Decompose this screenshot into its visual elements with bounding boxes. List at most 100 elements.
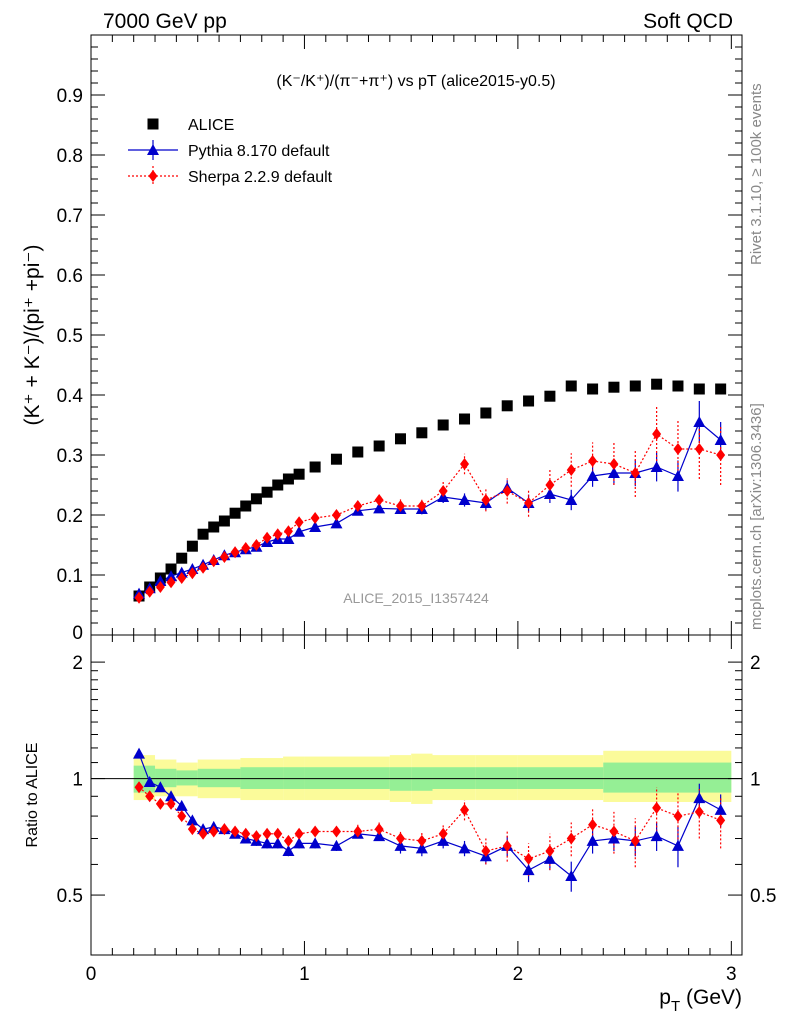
sherpa-ratio-point (262, 827, 272, 840)
alice-point (608, 381, 620, 393)
sherpa-point (566, 464, 576, 476)
sherpa-ratio-point (438, 827, 448, 840)
pythia-point (650, 461, 663, 472)
pythia-ratio-point (282, 844, 295, 856)
sherpa-point (294, 516, 304, 529)
sherpa-point (545, 479, 555, 491)
sherpa-ratio-point (545, 844, 555, 857)
sherpa-point (273, 528, 283, 541)
alice-point (165, 563, 177, 575)
sherpa-ratio-point (652, 801, 662, 814)
alice-point (693, 383, 705, 395)
sherpa-point (438, 485, 448, 497)
sherpa-point (417, 500, 427, 512)
sherpa-point (187, 567, 197, 580)
alice-point (651, 378, 663, 390)
uncertainty-band-inner (155, 768, 177, 788)
alice-point (523, 395, 535, 407)
legend-pythia-marker (147, 144, 159, 155)
sherpa-point (198, 561, 208, 574)
pythia-ratio-point (394, 839, 407, 851)
sherpa-point (353, 500, 363, 512)
sherpa-point (262, 531, 272, 544)
pythia-ratio-point (714, 803, 727, 815)
ratio-y-tick-label-right: 0.5 (750, 886, 776, 907)
alice-point (629, 380, 641, 392)
y-tick-label: 0.8 (57, 146, 83, 167)
y-tick-label: 0.6 (57, 266, 83, 287)
sherpa-point (481, 494, 491, 506)
rivet-label: Rivet 3.1.10, ≥ 100k events (748, 83, 765, 265)
pythia-point (607, 467, 620, 478)
header-right: Soft QCD (643, 10, 733, 33)
pythia-ratio-point (271, 837, 284, 849)
pythia-ratio-point (330, 839, 343, 851)
legend-alice-label: ALICE (188, 117, 234, 134)
alice-point (330, 453, 342, 465)
sherpa-ratio-point (187, 823, 197, 836)
sherpa-ratio-point (502, 839, 512, 852)
alice-point (352, 446, 364, 458)
pythia-ratio-point (143, 775, 156, 787)
x-tick-label: 1 (299, 964, 310, 985)
pythia-point (293, 525, 306, 537)
sherpa-ratio-point (134, 781, 144, 794)
alice-point (186, 540, 198, 552)
sherpa-ratio-point (460, 803, 470, 816)
legend: ALICE Pythia 8.170 default Sherpa 2.2.9 de… (128, 117, 333, 186)
alice-point (587, 383, 599, 395)
legend-sherpa-label: Sherpa 2.2.9 default (188, 169, 333, 186)
sherpa-ratio-point (331, 825, 341, 838)
y-tick-label: 0.7 (57, 206, 83, 227)
pythia-point (154, 575, 167, 586)
pythia-point (282, 533, 295, 544)
alice-point (501, 400, 513, 412)
pythia-ratio-point (415, 842, 428, 854)
pythia-ratio-point (586, 834, 599, 846)
uncertainty-band-inner (197, 768, 241, 788)
alice-point (218, 515, 230, 527)
uncertainty-band-inner (603, 762, 732, 793)
sherpa-ratio-point (353, 825, 363, 838)
sherpa-ratio-point (294, 827, 304, 840)
pythia-ratio-point (671, 839, 684, 851)
ratio-y-tick-label: 0.5 (57, 886, 83, 907)
sherpa-ratio-point (588, 818, 598, 831)
ratio-y-tick-label: 2 (72, 653, 83, 674)
sherpa-ratio-point (609, 825, 619, 838)
pythia-point (458, 494, 471, 505)
sherpa-ratio-point (395, 832, 405, 845)
sherpa-ratio-point (155, 797, 165, 810)
pythia-point (565, 494, 578, 505)
pythia-ratio-point (186, 814, 199, 826)
pythia-ratio-point (293, 837, 306, 849)
alice-point (208, 521, 220, 533)
x-tick-label: 3 (726, 964, 737, 985)
uncertainty-band-inner (176, 770, 198, 786)
pythia-point (586, 470, 599, 481)
alice-point (176, 552, 188, 564)
alice-point (272, 479, 284, 491)
ratio-ylabel: Ratio to ALICE (24, 743, 41, 848)
alice-point (437, 419, 449, 431)
alice-point (293, 468, 305, 480)
sherpa-point (502, 485, 512, 497)
alice-point (544, 390, 556, 402)
sherpa-ratio-point (166, 797, 176, 810)
sherpa-ratio-point (145, 790, 155, 803)
pythia-point (373, 502, 386, 514)
sherpa-ratio-point (374, 823, 384, 836)
ratio-y-tick-label: 1 (72, 770, 83, 791)
sherpa-ratio-point (716, 814, 726, 827)
sherpa-point (673, 443, 683, 455)
main-panel: 0.1 0.2 0.3 0.4 0.5 0.6 0.7 0.8 0.9 0 (K⁻/K⁺)/(π⁻… (21, 34, 743, 644)
sherpa-ratio-point (417, 834, 427, 847)
sherpa-point (155, 581, 165, 593)
sherpa-ratio-point (177, 810, 187, 823)
alice-point (715, 383, 727, 395)
sherpa-point (177, 572, 187, 584)
pythia-ratio-point (261, 837, 274, 849)
alice-point (373, 440, 385, 452)
sherpa-point (630, 467, 640, 479)
watermark: ALICE_2015_I1357424 (343, 590, 489, 606)
